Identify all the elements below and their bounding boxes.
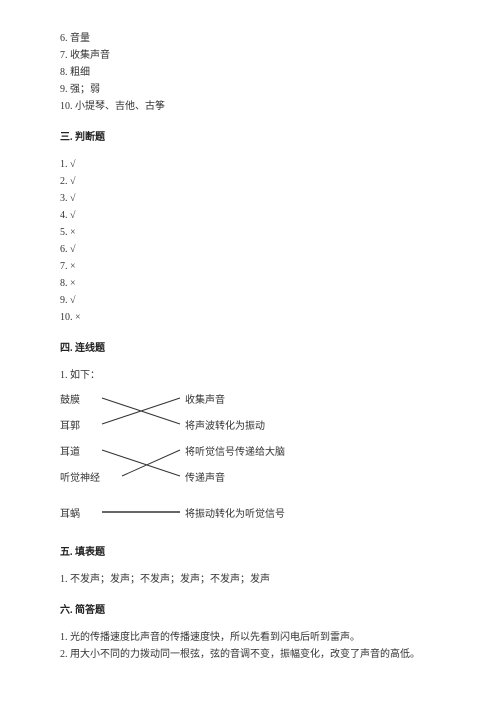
page: 6. 音量 7. 收集声音 8. 粗细 9. 强；弱 10. 小提琴、吉他、古筝… <box>0 0 500 683</box>
match-left-1: 鼓膜 <box>60 392 80 409</box>
match-right-5: 将振动转化为听觉信号 <box>185 506 285 523</box>
answer-item: 6. 音量 <box>60 30 440 47</box>
match-left-5: 耳蜗 <box>60 506 80 523</box>
judge-item: 1. √ <box>60 156 440 173</box>
section6-title: 六. 简答题 <box>60 602 440 619</box>
short-answer-2: 2. 用大小不同的力拨动同一根弦，弦的音调不变，振幅变化，改变了声音的高低。 <box>60 646 440 663</box>
judge-item: 7. × <box>60 258 440 275</box>
answer-item: 7. 收集声音 <box>60 47 440 64</box>
answer-item: 8. 粗细 <box>60 64 440 81</box>
match-right-4: 传递声音 <box>185 470 225 487</box>
match-right-3: 将听觉信号传递给大脑 <box>185 444 285 461</box>
answer-item: 10. 小提琴、吉他、古筝 <box>60 98 440 115</box>
judge-item: 8. × <box>60 275 440 292</box>
match-left-2: 耳郭 <box>60 418 80 435</box>
answer-item: 9. 强；弱 <box>60 81 440 98</box>
matching-diagram: 鼓膜 耳郭 耳道 听觉神经 耳蜗 收集声音 将声波转化为振动 将听觉信号传递给大… <box>60 390 340 530</box>
section5-title: 五. 填表题 <box>60 544 440 561</box>
section4-title: 四. 连线题 <box>60 340 440 357</box>
match-right-1: 收集声音 <box>185 392 225 409</box>
judge-item: 4. √ <box>60 207 440 224</box>
judge-item: 2. √ <box>60 173 440 190</box>
judge-item: 9. √ <box>60 292 440 309</box>
top-answers: 6. 音量 7. 收集声音 8. 粗细 9. 强；弱 10. 小提琴、吉他、古筝 <box>60 30 440 115</box>
matching-intro: 1. 如下： <box>60 367 440 384</box>
fill-item: 1. 不发声；发声；不发声；发声；不发声；发声 <box>60 571 440 588</box>
section3-title: 三. 判断题 <box>60 129 440 146</box>
judge-item: 5. × <box>60 224 440 241</box>
judge-answers: 1. √ 2. √ 3. √ 4. √ 5. × 6. √ 7. × 8. × … <box>60 156 440 326</box>
judge-item: 3. √ <box>60 190 440 207</box>
match-left-3: 耳道 <box>60 444 80 461</box>
judge-item: 6. √ <box>60 241 440 258</box>
judge-item: 10. × <box>60 309 440 326</box>
short-answer-1: 1. 光的传播速度比声音的传播速度快，所以先看到闪电后听到雷声。 <box>60 629 440 646</box>
match-left-4: 听觉神经 <box>60 470 100 487</box>
match-right-2: 将声波转化为振动 <box>185 418 265 435</box>
